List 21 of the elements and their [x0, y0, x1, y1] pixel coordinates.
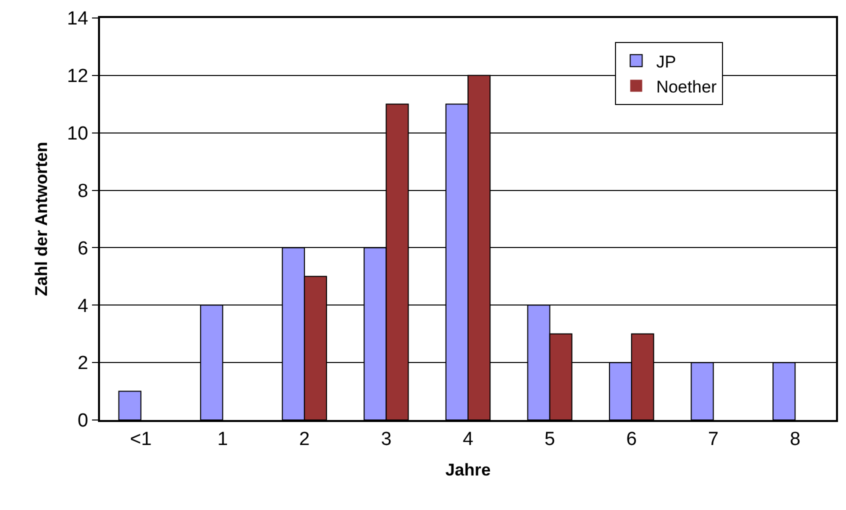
legend-label: JP	[656, 52, 676, 72]
y-tick-label: 8	[78, 180, 88, 202]
x-axis-title: Jahre	[445, 460, 491, 480]
x-tick-label: 5	[544, 428, 556, 450]
y-tick-label: 14	[67, 8, 89, 30]
x-tick-label: <1	[130, 428, 152, 450]
x-tick-label: 8	[790, 428, 800, 450]
y-tick-label: 4	[78, 296, 89, 317]
y-tick-label: 6	[78, 238, 88, 260]
x-tick-label: 2	[299, 428, 310, 450]
y-axis-title: Zahl der Antworten	[32, 142, 52, 296]
y-tick-label: 10	[67, 124, 88, 145]
y-tick-label: 2	[78, 353, 88, 374]
x-tick-label: 6	[626, 428, 637, 450]
legend-label: Noether	[656, 77, 718, 96]
x-tick-label: 1	[217, 428, 228, 450]
x-tick-label: 3	[380, 428, 392, 450]
x-tick-label: 7	[708, 428, 719, 450]
y-tick-label: 0	[78, 410, 88, 432]
x-tick-label: 4	[462, 428, 474, 450]
y-tick-label: 12	[67, 66, 88, 88]
